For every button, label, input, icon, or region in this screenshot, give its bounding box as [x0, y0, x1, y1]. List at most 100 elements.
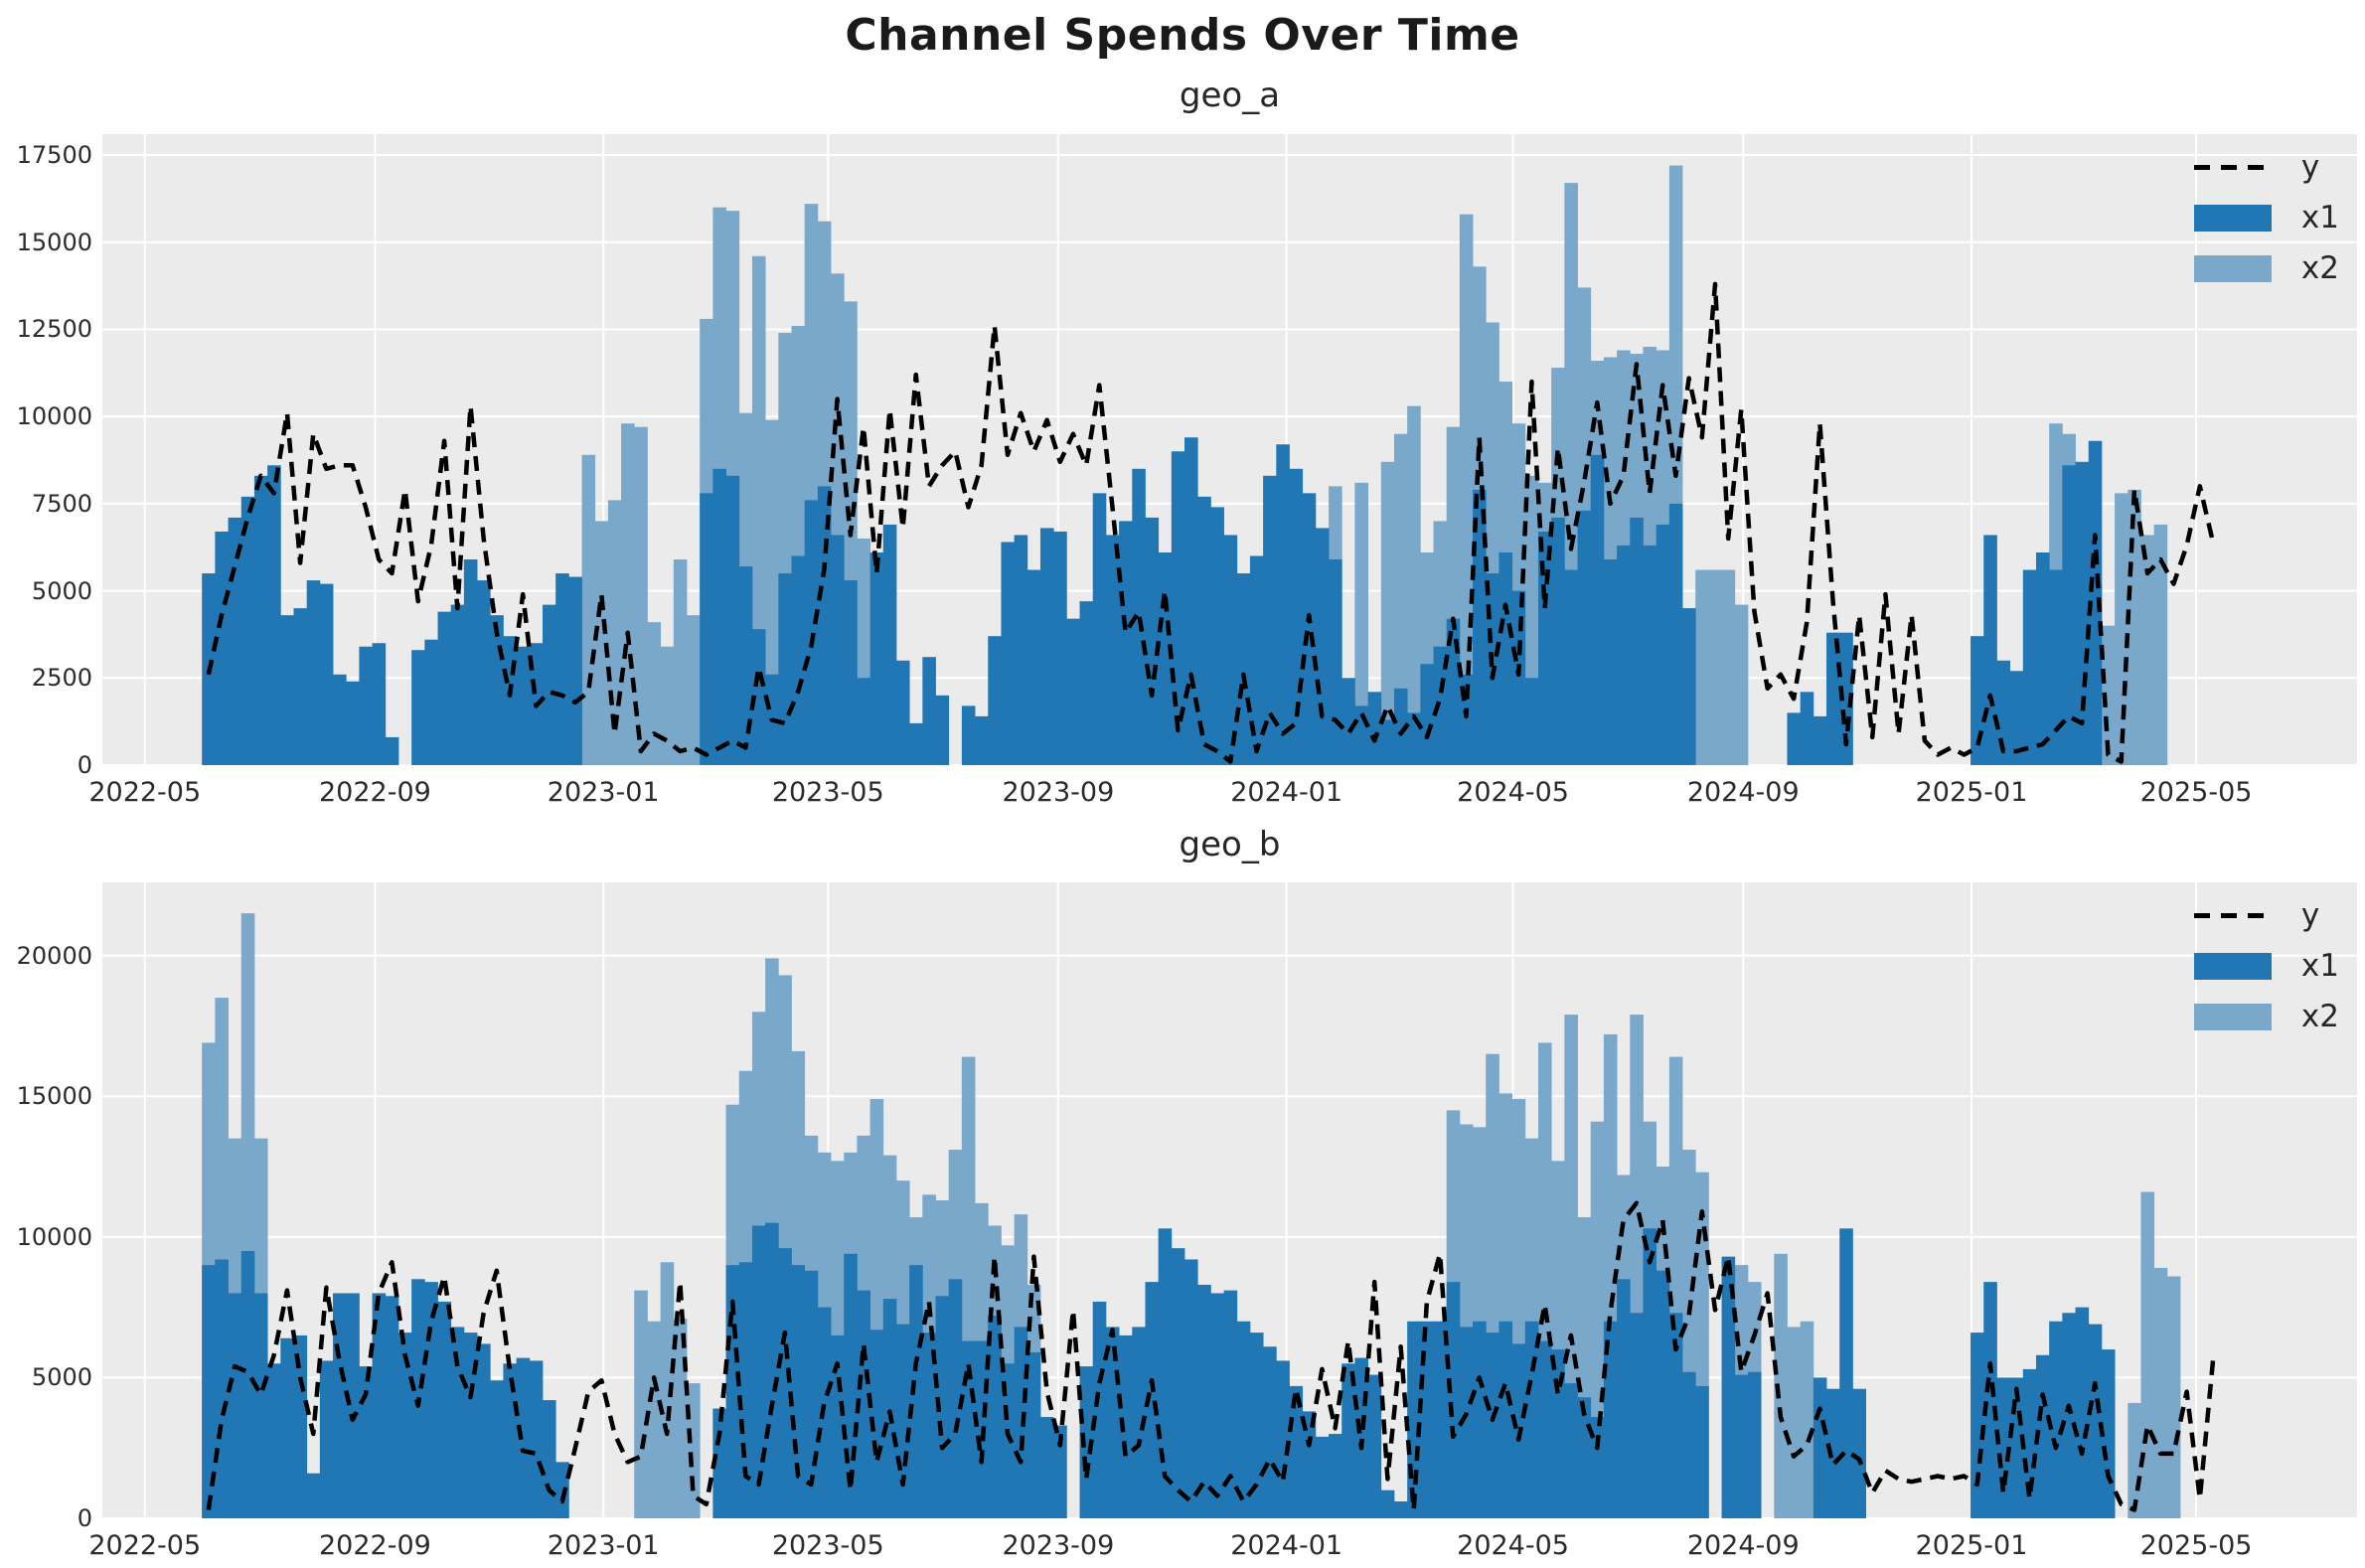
bar — [948, 1279, 963, 1518]
bar — [647, 1321, 662, 1518]
bar — [988, 636, 1002, 765]
x-tick-label: 2024-05 — [1457, 777, 1569, 808]
bar — [1001, 542, 1016, 765]
bar — [1590, 1417, 1605, 1518]
bar — [319, 1360, 334, 1518]
bar — [1132, 1327, 1146, 1518]
plot-area-geo-a: y x1 x2 — [102, 134, 2357, 765]
bar — [306, 580, 321, 765]
legend-label: x2 — [2300, 998, 2339, 1034]
bar — [1119, 1334, 1133, 1518]
bar — [1407, 405, 1421, 765]
legend-item-y: y — [2193, 898, 2319, 932]
bar — [1329, 1434, 1342, 1518]
bar — [2088, 440, 2103, 765]
y-tick-label: 5000 — [31, 1363, 92, 1392]
bar — [922, 1333, 936, 1518]
bar — [1026, 569, 1041, 765]
x2-color-swatch-icon — [2193, 1003, 2272, 1030]
bar — [1380, 1490, 1395, 1518]
bar — [1315, 528, 1330, 765]
bar — [293, 1334, 308, 1518]
bar — [1446, 1282, 1461, 1518]
bar — [988, 1316, 1002, 1518]
bar — [1787, 1327, 1802, 1518]
bar — [1341, 678, 1355, 765]
bar — [1053, 531, 1067, 765]
bar — [1971, 1333, 1984, 1518]
subplot-title-geo-b: geo_b — [1179, 825, 1281, 864]
bar — [1617, 1279, 1631, 1518]
bar — [529, 1360, 544, 1518]
bar — [660, 646, 675, 765]
bar — [1643, 545, 1657, 765]
bar — [1564, 569, 1578, 765]
x-tick-label: 2023-09 — [1002, 777, 1115, 808]
x-tick-label: 2024-09 — [1686, 1530, 1800, 1561]
bar — [895, 660, 910, 765]
bar — [1551, 1349, 1565, 1518]
bar — [1498, 1321, 1513, 1518]
bar — [1630, 1313, 1644, 1518]
x2-color-swatch-icon — [2193, 254, 2272, 282]
bar — [1524, 1321, 1539, 1518]
bar — [1524, 678, 1539, 765]
bar — [1236, 1321, 1251, 1518]
bar — [2075, 461, 2090, 765]
bar — [411, 650, 425, 765]
bar — [2075, 1307, 2090, 1518]
bar — [1302, 493, 1317, 765]
bar — [280, 615, 294, 765]
x-tick-label: 2022-05 — [88, 1530, 202, 1561]
bar — [1329, 559, 1342, 765]
bar — [463, 559, 478, 765]
bar — [477, 1343, 491, 1518]
x1-color-swatch-icon — [2193, 204, 2272, 232]
bar — [673, 559, 688, 765]
bar — [1026, 1351, 1041, 1518]
bar — [1656, 1270, 1670, 1518]
bar — [437, 611, 452, 765]
x-tick-label: 2025-05 — [2139, 777, 2253, 808]
bar — [1643, 1228, 1657, 1518]
bar — [1420, 1321, 1434, 1518]
line-y — [206, 1200, 2216, 1512]
x-tick-label: 2024-05 — [1457, 1530, 1569, 1561]
bar — [372, 643, 387, 765]
bar — [1734, 604, 1749, 765]
bar — [2049, 1321, 2063, 1518]
bar — [1367, 692, 1382, 765]
x-tick-label: 2023-01 — [547, 1530, 660, 1561]
legend-item-x1: x1 — [2193, 949, 2339, 983]
bar — [660, 1262, 675, 1518]
bar — [869, 1330, 884, 1518]
bar — [1486, 1333, 1499, 1518]
x-tick-label: 2023-05 — [771, 1530, 884, 1561]
bar — [1210, 1293, 1224, 1518]
bar — [1119, 521, 1133, 765]
bar — [437, 1301, 452, 1518]
bar — [1800, 692, 1814, 765]
bar — [1145, 1282, 1160, 1518]
bar — [215, 531, 229, 765]
bar — [1249, 1333, 1264, 1518]
bar — [2022, 569, 2037, 765]
bar — [778, 573, 792, 765]
bar — [1983, 1282, 1997, 1518]
y-tick-label: 2500 — [31, 664, 92, 693]
dashed-line-swatch-icon — [2193, 164, 2272, 170]
legend-item-x2: x2 — [2193, 998, 2339, 1034]
bar — [2166, 1276, 2181, 1518]
bar — [1511, 590, 1526, 765]
bar — [1079, 1366, 1094, 1518]
bar — [463, 1333, 478, 1518]
legend-label: x1 — [2300, 199, 2339, 235]
bar — [700, 493, 713, 765]
bar — [2035, 551, 2050, 765]
bar — [267, 465, 281, 765]
bar — [2115, 493, 2128, 765]
x-tick-label: 2022-09 — [319, 777, 431, 808]
bar — [1852, 1388, 1866, 1518]
bar — [2128, 489, 2141, 765]
bar — [333, 674, 347, 765]
